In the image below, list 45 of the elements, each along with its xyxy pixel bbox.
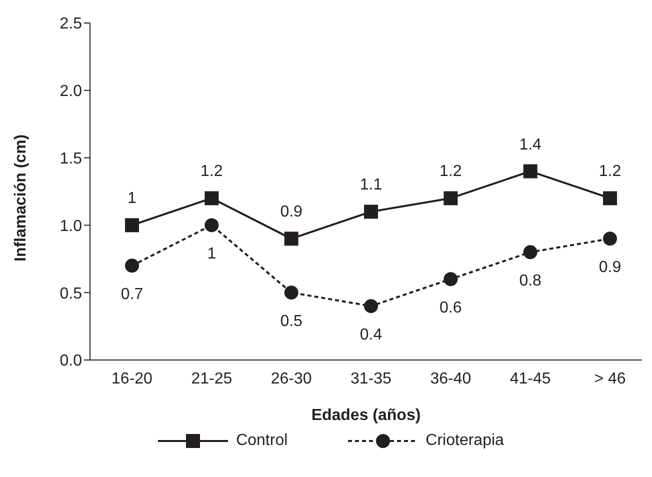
data-label: 0.4 [360, 326, 382, 344]
y-tick-label: 2.5 [60, 16, 82, 33]
x-tick-label: 31-35 [350, 370, 392, 388]
y-tick-label: 1.0 [60, 218, 82, 235]
data-label: 0.7 [120, 286, 144, 303]
point [284, 232, 298, 246]
x-axis-title: Edades (años) [311, 407, 421, 424]
x-tick-label: 41-45 [510, 370, 551, 388]
point [125, 218, 139, 232]
y-tick-label: 0.0 [60, 352, 82, 370]
data-label: 1.1 [360, 176, 382, 194]
x-tick-label: 36-40 [430, 370, 472, 388]
data-label: 1.4 [519, 136, 542, 154]
point [364, 299, 378, 314]
data-label: 0.5 [280, 312, 303, 330]
legend-label: Crioterapia [426, 432, 504, 450]
data-label: 0.6 [440, 299, 462, 316]
point [603, 191, 617, 206]
y-tick-label: 2.0 [60, 83, 82, 100]
data-label: 0.9 [598, 259, 622, 276]
data-label: 1 [128, 190, 137, 208]
data-label: 1.2 [598, 163, 622, 180]
point [523, 164, 538, 178]
point [444, 191, 458, 206]
x-tick-label: > 46 [594, 370, 626, 388]
y-tick-label: 1.5 [60, 150, 82, 168]
point [125, 258, 139, 273]
point [523, 245, 538, 260]
data-label: 1 [207, 246, 216, 263]
point [603, 232, 617, 246]
data-label: 0.8 [519, 272, 542, 290]
y-axis-title: Inflamación (cm) [12, 134, 30, 262]
x-tick-label: 21-25 [191, 370, 232, 388]
point [444, 272, 458, 286]
point [204, 218, 219, 232]
point [284, 286, 298, 300]
legend-label: Control [236, 432, 288, 450]
data-label: 0.9 [280, 204, 303, 221]
data-label: 1.2 [440, 163, 462, 180]
data-label: 1.2 [200, 163, 223, 180]
point [204, 191, 219, 206]
x-tick-label: 26-30 [270, 370, 312, 388]
point [364, 204, 378, 219]
x-tick-label: 16-20 [112, 370, 153, 388]
y-tick-label: 0.5 [60, 285, 82, 302]
